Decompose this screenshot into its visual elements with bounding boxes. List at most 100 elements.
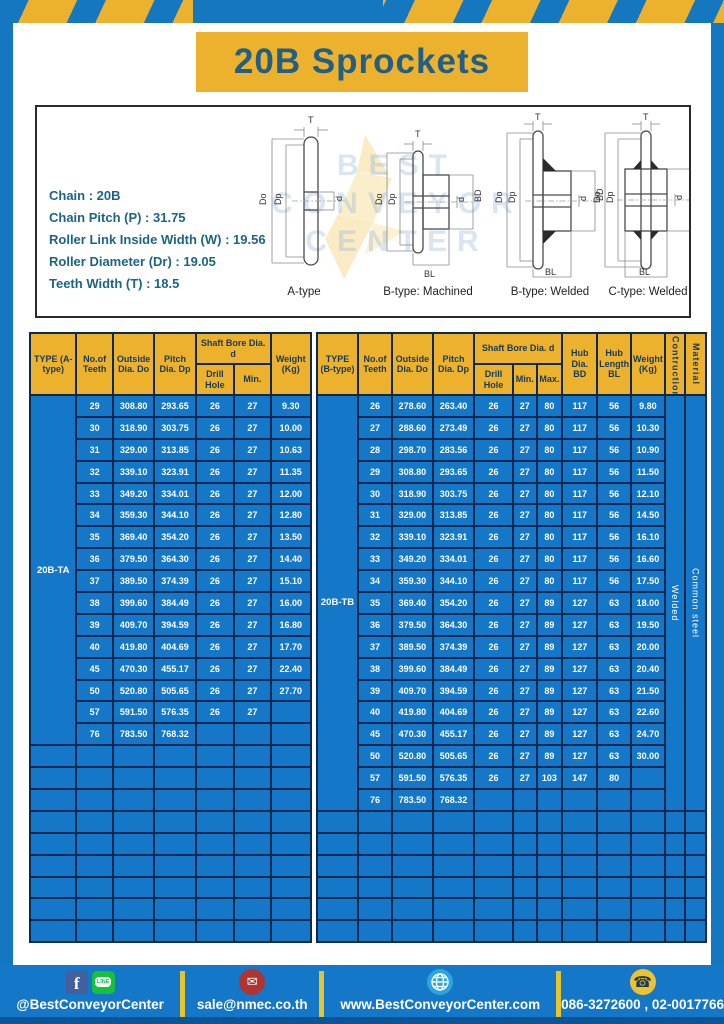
table-cell: 323.91 — [153, 459, 197, 484]
table-cell: 278.60 — [390, 394, 434, 418]
table-cell: 27 — [233, 503, 272, 528]
table-cell: 80 — [535, 394, 564, 418]
table-cell: 293.65 — [153, 394, 197, 418]
empty-cell — [75, 897, 114, 922]
empty-table-row — [28, 744, 313, 769]
table-cell: 455.17 — [153, 656, 197, 681]
table-cell: 35 — [75, 525, 114, 550]
empty-cell — [431, 809, 476, 834]
table-cell: 40 — [357, 700, 393, 725]
col-header-weight: Weight (Kg) — [630, 332, 666, 396]
spec-line: Chain Pitch (P) : 31.75 — [49, 210, 186, 225]
table-cell: 10.00 — [269, 415, 313, 440]
table-cell: 11.35 — [269, 459, 313, 484]
dim-label-t: T — [535, 113, 541, 122]
line-icon: LINE — [91, 970, 115, 994]
table-cell: 56 — [596, 437, 633, 462]
empty-cell — [630, 897, 666, 922]
table-cell: 10.63 — [269, 437, 313, 462]
empty-cell — [561, 875, 599, 900]
table-cell: 89 — [535, 678, 564, 703]
table-cell: 80 — [535, 481, 564, 506]
empty-cell — [561, 853, 599, 878]
empty-table-row — [28, 788, 313, 812]
table-row: 50 520.80 505.65 26 27 89 127 63 30.00 — [317, 744, 706, 769]
table-row: 50 520.80 505.65 26 27 27.70 — [30, 678, 313, 703]
empty-cell — [512, 853, 538, 878]
table-cell: 26 — [194, 612, 236, 637]
table-cell: 27 — [512, 700, 538, 725]
table-row: 27 288.60 273.49 26 27 80 117 56 10.30 — [317, 415, 706, 440]
empty-cell — [357, 809, 393, 834]
empty-cell — [28, 766, 78, 791]
empty-cell — [269, 809, 313, 834]
col-header-shaft-bore: Shaft Bore Dia. d — [194, 332, 272, 365]
dim-label-do: Do — [374, 193, 384, 205]
empty-cell — [315, 875, 360, 900]
table-cell: 127 — [561, 634, 599, 659]
table-row: 40 419.80 404.69 26 27 89 127 63 22.60 — [317, 700, 706, 725]
empty-cell — [233, 831, 272, 856]
empty-cell — [473, 875, 514, 900]
table-cell: 26 — [473, 700, 514, 725]
empty-cell — [561, 809, 599, 834]
table-cell: 127 — [561, 678, 599, 703]
empty-cell — [75, 809, 114, 834]
table-cell: 26 — [473, 481, 514, 506]
table-cell: 308.80 — [111, 394, 156, 418]
table-cell: 127 — [561, 700, 599, 725]
empty-cell — [194, 809, 236, 834]
table-cell: 12.00 — [269, 481, 313, 506]
table-cell: 19.50 — [630, 612, 666, 637]
table-cell: 57 — [357, 766, 393, 791]
table-cell: 80 — [535, 437, 564, 462]
table-cell: 24.70 — [630, 722, 666, 747]
table-cell: 56 — [596, 394, 633, 418]
table-cell: 29 — [75, 394, 114, 418]
table-row: 39 409.70 394.59 26 27 89 127 63 21.50 — [317, 678, 706, 703]
table-cell: 10.30 — [630, 415, 666, 440]
col-header-outside-dia: Outside Dia. Do — [390, 332, 434, 396]
table-cell: 10.90 — [630, 437, 666, 462]
empty-cell — [561, 919, 599, 944]
table-cell: 409.70 — [111, 612, 156, 637]
empty-cell — [473, 853, 514, 878]
table-cell: 76 — [357, 788, 393, 812]
table-cell: 117 — [561, 503, 599, 528]
table-cell: 80 — [535, 547, 564, 572]
table-cell: 15.10 — [269, 569, 313, 594]
sprocket-diagram-c-welded: T Do Dp d BD BL C-type: Welded — [593, 113, 689, 298]
empty-cell — [535, 919, 564, 944]
footer-social-handle: @BestConveyorCenter — [16, 997, 164, 1012]
empty-cell — [269, 788, 313, 812]
table-cell: 32 — [357, 525, 393, 550]
table-cell: 34 — [357, 569, 393, 594]
table-row: 32 339.10 323.91 26 27 80 117 56 16.10 — [317, 525, 706, 550]
table-cell: 26 — [194, 415, 236, 440]
dim-label-do: Do — [258, 193, 268, 205]
table-cell: 379.50 — [390, 612, 434, 637]
table-cell: 89 — [535, 591, 564, 615]
table-cell: 50 — [357, 744, 393, 769]
table-cell: 27 — [233, 481, 272, 506]
table-cell: 35 — [357, 591, 393, 615]
table-row: 28 298.70 283.56 26 27 80 117 56 10.90 — [317, 437, 706, 462]
col-header-pitch-dia: Pitch Dia. Dp — [431, 332, 476, 396]
empty-cell — [194, 853, 236, 878]
empty-cell — [28, 744, 78, 769]
empty-cell — [75, 853, 114, 878]
table-cell: 127 — [561, 656, 599, 681]
table-cell: 27 — [512, 656, 538, 681]
table-a-type: TYPE (A-type) No.of Teeth Outside Dia. D… — [28, 332, 313, 944]
empty-cell — [357, 831, 393, 856]
table-cell: 26 — [473, 569, 514, 594]
table-cell: 27 — [512, 766, 538, 791]
empty-cell — [535, 897, 564, 922]
empty-cell — [535, 831, 564, 856]
table-cell: 9.30 — [269, 394, 313, 418]
empty-cell — [596, 875, 633, 900]
table-cell: 30 — [75, 415, 114, 440]
dim-label-d: d — [456, 197, 466, 202]
table-cell — [233, 722, 272, 747]
table-cell: 26 — [194, 569, 236, 594]
